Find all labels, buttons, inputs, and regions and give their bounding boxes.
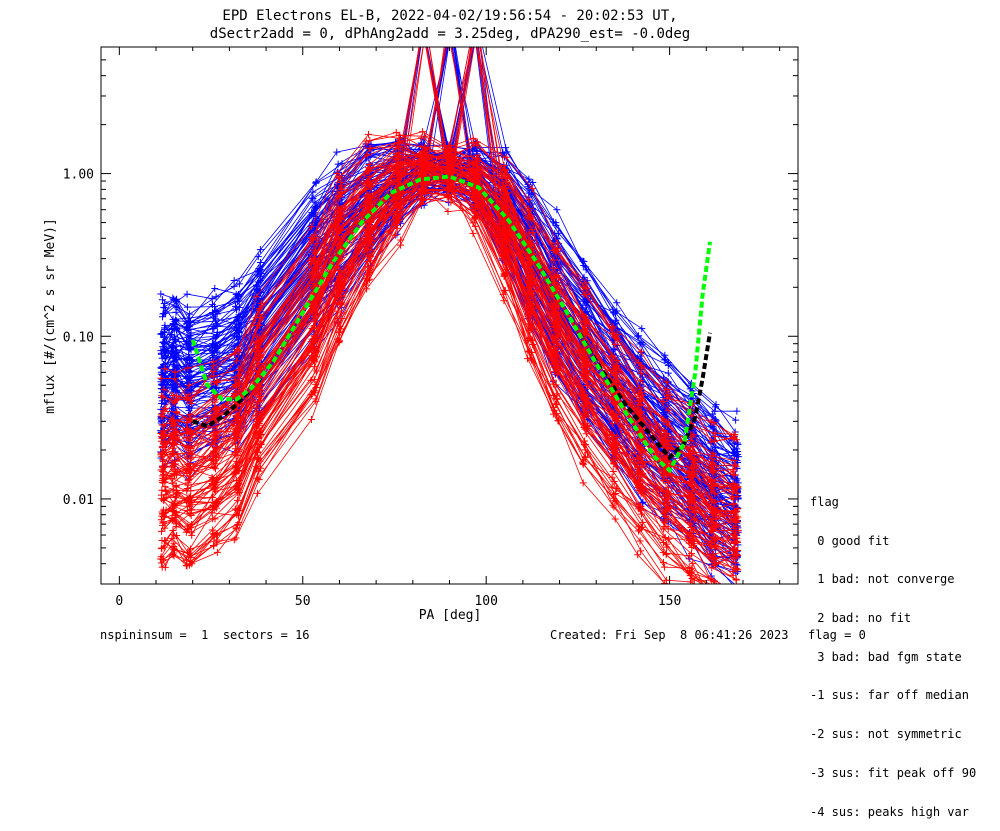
data-point-marker: [208, 295, 216, 303]
data-point-marker: [503, 148, 511, 156]
legend-item: -3 sus: fit peak off 90: [810, 765, 977, 780]
data-point-marker: [256, 246, 264, 254]
y-tick-label: 0.10: [63, 330, 94, 345]
data-point-marker: [168, 405, 176, 413]
legend-item: -1 sus: far off median: [810, 688, 969, 703]
data-point-marker: [211, 285, 219, 293]
legend-header: flag: [810, 494, 839, 509]
data-point-marker: [732, 416, 740, 424]
data-point-marker: [212, 293, 220, 301]
data-point-marker: [157, 290, 165, 298]
data-point-marker: [419, 128, 427, 136]
footer-flag: flag = 0: [808, 628, 866, 642]
data-point-marker: [637, 547, 645, 555]
y-axis-label: mflux [#/(cm^2 s sr MeV)]: [43, 218, 58, 414]
data-point-marker: [254, 489, 262, 497]
footer-created: Created: Fri Sep 8 06:41:26 2023: [550, 628, 789, 642]
y-tick-label: 0.01: [63, 493, 94, 508]
data-point-marker: [183, 290, 191, 298]
y-tick-label: 1.00: [63, 168, 94, 183]
legend-item: 1 bad: not converge: [810, 572, 955, 587]
data-point-marker: [732, 576, 740, 584]
legend-item: 2 bad: no fit: [810, 610, 912, 625]
data-point-marker: [417, 134, 425, 142]
series-curve: [163, 47, 739, 445]
data-point-marker: [549, 218, 557, 226]
legend-item: 0 good fit: [810, 533, 890, 548]
footer-sectors: nspininsum = 1 sectors = 16: [100, 628, 310, 642]
x-tick-label: 150: [658, 594, 681, 609]
data-point-marker: [638, 325, 646, 333]
data-point-marker: [635, 332, 643, 340]
data-point-marker: [636, 537, 644, 545]
x-tick-label: 100: [474, 594, 497, 609]
data-point-marker: [733, 407, 741, 415]
data-point-marker: [172, 308, 180, 316]
data-point-marker: [230, 536, 238, 544]
data-point-marker: [312, 178, 320, 186]
data-point-marker: [659, 558, 667, 566]
data-point-marker: [469, 229, 477, 237]
x-tick-label: 0: [115, 594, 123, 609]
data-point-marker: [309, 194, 317, 202]
data-point-marker: [609, 346, 617, 354]
flag-legend: flag 0 good fit 1 bad: not converge 2 ba…: [810, 470, 976, 831]
data-point-marker: [183, 303, 191, 311]
data-point-marker: [233, 306, 241, 314]
data-point-marker: [162, 372, 170, 380]
data-point-marker: [366, 137, 374, 145]
data-point-marker: [333, 148, 341, 156]
x-tick-label: 50: [295, 594, 311, 609]
data-point-marker: [161, 304, 169, 312]
legend-item: 3 bad: bad fgm state: [810, 649, 962, 664]
data-point-marker: [256, 258, 264, 266]
data-point-marker: [210, 303, 218, 311]
data-point-marker: [308, 415, 316, 423]
data-point-marker: [158, 354, 166, 362]
data-point-marker: [172, 403, 180, 411]
data-point-marker: [660, 563, 668, 571]
legend-item: -4 sus: peaks high var: [810, 804, 969, 819]
data-point-marker: [712, 401, 720, 409]
chart-title-line1: EPD Electrons EL-B, 2022-04-02/19:56:54 …: [222, 8, 677, 24]
data-point-marker: [553, 206, 561, 214]
chart-title-line2: dSectr2add = 0, dPhAng2add = 3.25deg, dP…: [210, 26, 690, 42]
legend-item: -2 sus: not symmetric: [810, 727, 962, 742]
x-axis-label: PA [deg]: [419, 608, 482, 623]
data-point-marker: [158, 486, 166, 494]
data-point-marker: [734, 439, 742, 447]
data-point-marker: [613, 299, 621, 307]
data-point-marker: [159, 296, 167, 304]
data-point-marker: [664, 369, 672, 377]
data-point-marker: [555, 229, 563, 237]
data-layer: [157, 47, 742, 584]
flux-chart: EPD Electrons EL-B, 2022-04-02/19:56:54 …: [43, 8, 799, 623]
data-point-marker: [213, 548, 221, 556]
data-point-marker: [230, 277, 238, 285]
